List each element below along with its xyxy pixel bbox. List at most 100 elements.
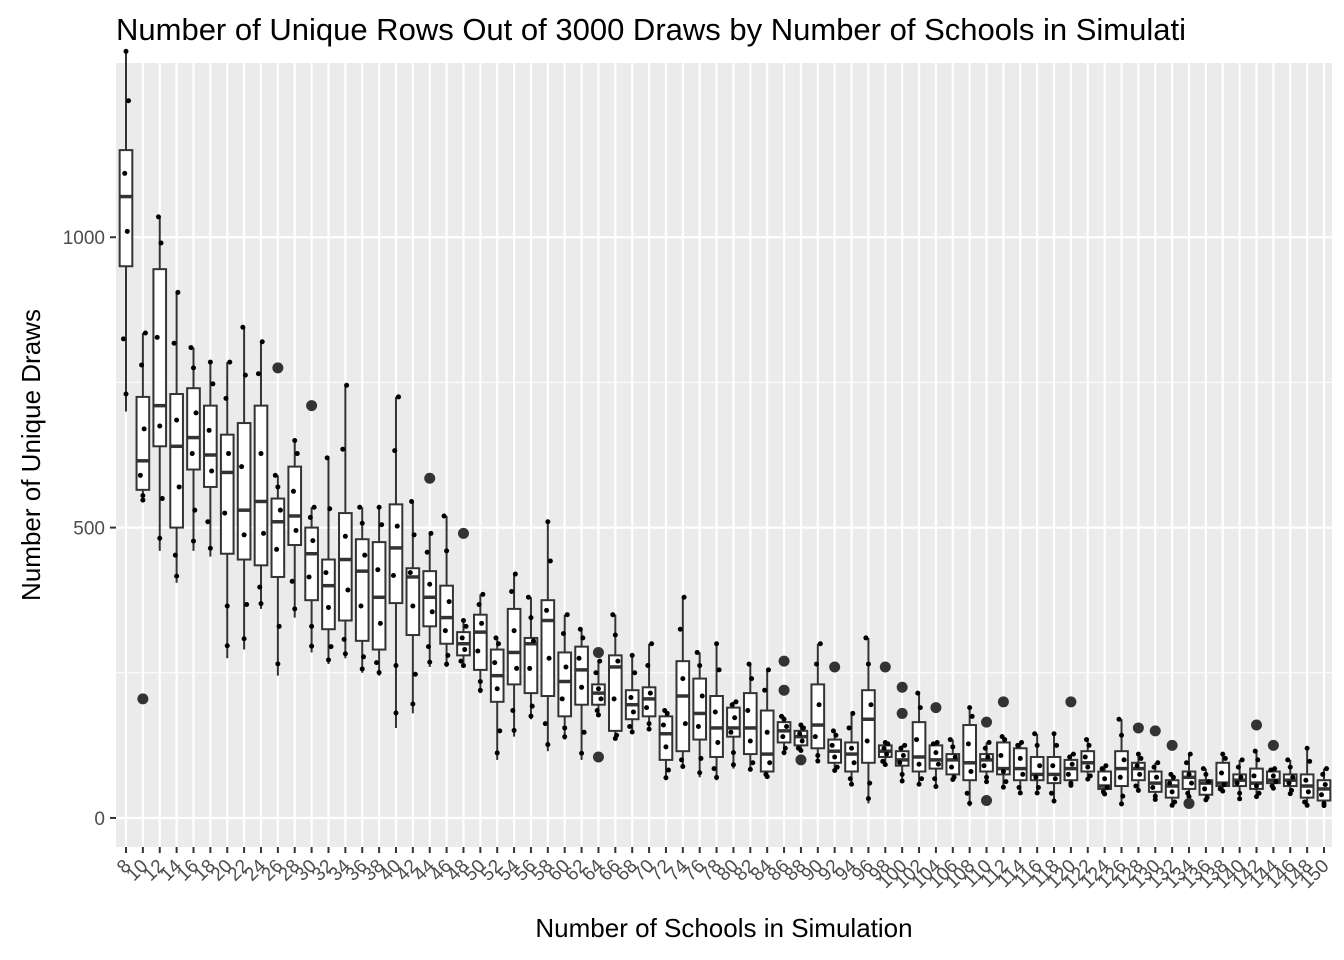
data-point [158, 240, 164, 246]
data-point [1121, 757, 1127, 763]
data-point [1218, 770, 1224, 776]
box-group [270, 362, 286, 676]
data-point [1000, 769, 1006, 775]
data-point [947, 737, 953, 743]
data-point [193, 410, 199, 416]
data-point [629, 652, 635, 658]
data-point [1085, 764, 1091, 770]
data-point [1020, 771, 1026, 777]
data-point [159, 496, 165, 502]
data-point [780, 734, 786, 740]
data-point [345, 587, 351, 593]
box-group [1299, 745, 1315, 808]
box-group [911, 690, 927, 787]
data-point [612, 632, 618, 638]
data-point [428, 530, 434, 536]
data-point [311, 504, 317, 510]
box [675, 660, 691, 753]
data-point [542, 721, 548, 727]
data-point [697, 770, 703, 776]
data-point [258, 601, 264, 607]
y-axis-title: Number of Unique Draws [16, 309, 46, 601]
data-point [595, 712, 601, 718]
data-point [376, 504, 382, 510]
data-point [982, 745, 988, 751]
data-point [475, 648, 481, 654]
data-point [645, 663, 651, 669]
data-point [747, 766, 753, 772]
data-point [124, 228, 130, 234]
data-point [174, 573, 180, 579]
data-point [189, 451, 195, 457]
data-point [863, 635, 869, 641]
data-point [137, 472, 143, 478]
data-point [1307, 758, 1313, 764]
box-group [1249, 719, 1264, 800]
data-point [325, 604, 331, 610]
data-point [1238, 774, 1244, 780]
data-point [441, 513, 447, 519]
box-group [186, 345, 201, 551]
data-point [427, 659, 433, 665]
data-point [952, 754, 958, 760]
y-tick-label: 0 [94, 809, 105, 830]
box-group [287, 437, 303, 618]
boxes-layer [118, 48, 1332, 809]
data-point [427, 581, 433, 587]
data-point [1234, 780, 1240, 786]
outlier-point [592, 751, 604, 763]
data-point [644, 705, 650, 711]
data-point [898, 745, 904, 751]
box [287, 465, 303, 547]
data-point [745, 708, 751, 714]
data-point [560, 631, 566, 637]
data-point [429, 609, 435, 615]
data-point [781, 750, 787, 756]
outlier-point [424, 472, 436, 484]
data-point [1169, 789, 1175, 795]
data-point [122, 170, 128, 176]
data-point [981, 763, 987, 769]
data-point [1237, 796, 1243, 802]
data-point [242, 372, 248, 378]
box [658, 715, 674, 761]
data-point [240, 324, 246, 330]
data-point [1186, 794, 1192, 800]
outlier-point [1183, 797, 1195, 809]
x-axis-title: Number of Schools in Simulation [535, 913, 912, 943]
data-point [309, 623, 315, 629]
data-point [1151, 764, 1157, 770]
data-point [425, 644, 431, 650]
data-point [547, 558, 553, 564]
data-point [677, 626, 683, 632]
data-point [175, 289, 181, 295]
data-point [239, 464, 245, 470]
data-point [344, 382, 350, 388]
box-group [1063, 696, 1079, 788]
outlier-point [1132, 722, 1144, 734]
data-point [917, 705, 923, 711]
data-point [1102, 776, 1108, 782]
data-point [730, 762, 736, 768]
box-group [1232, 757, 1247, 802]
data-point [593, 670, 599, 676]
data-point [935, 761, 941, 767]
data-point [294, 451, 300, 457]
data-point [327, 506, 333, 512]
data-point [190, 538, 196, 544]
box-group [489, 635, 505, 760]
data-point [746, 661, 752, 667]
data-point [1104, 784, 1110, 790]
data-point [545, 742, 551, 748]
data-point [374, 660, 380, 666]
data-point [290, 488, 296, 494]
data-point [1287, 764, 1293, 770]
box-group [422, 472, 438, 667]
data-point [207, 359, 213, 365]
data-point [662, 708, 668, 714]
data-point [255, 371, 261, 377]
box [186, 387, 201, 471]
outlier-point [896, 707, 908, 719]
data-point [798, 747, 804, 753]
data-point [1051, 731, 1057, 737]
